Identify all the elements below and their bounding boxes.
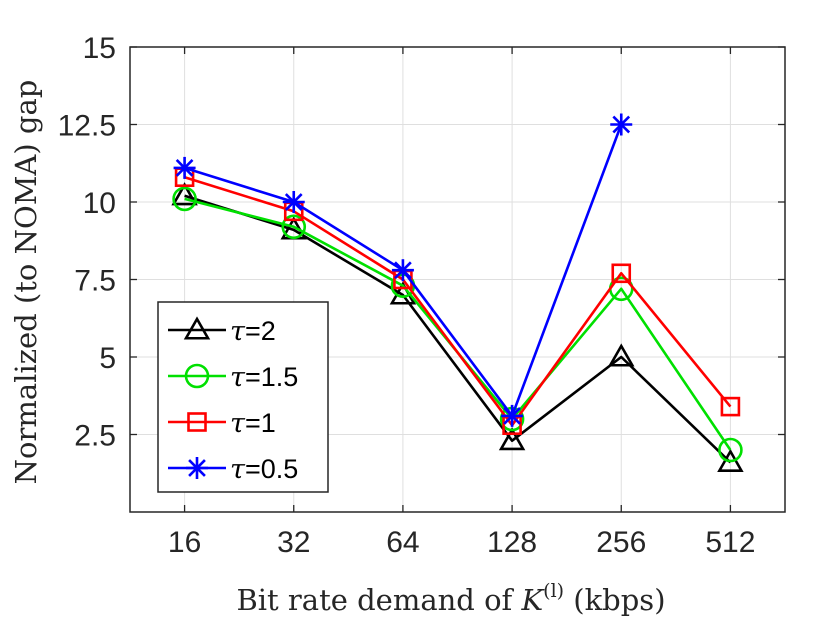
legend-label: τ=0.5 — [230, 454, 298, 485]
x-tick-label: 16 — [168, 526, 201, 559]
data-point — [172, 186, 197, 212]
data-point — [498, 427, 526, 451]
y-tick-label: 2.5 — [74, 420, 116, 453]
legend-label: τ=1 — [230, 408, 276, 439]
y-axis-ticks: 2.5 5 7.5 10 12.5 15 — [58, 32, 785, 453]
y-tick-label: 7.5 — [74, 265, 116, 298]
data-point — [391, 259, 414, 282]
x-axis-ticks: 16 32 64 128 256 512 — [168, 47, 755, 559]
series-line — [184, 194, 732, 464]
y-tick-label: 15 — [83, 32, 116, 65]
series-asterisk — [173, 113, 633, 427]
legend-label: τ=1.5 — [230, 362, 298, 393]
legend-marker — [187, 412, 207, 432]
data-point — [610, 113, 633, 136]
legend-marker — [183, 316, 211, 340]
asterisk-stroke — [612, 115, 631, 134]
data-point — [718, 437, 743, 463]
legend-label: τ=2 — [230, 316, 276, 347]
data-point — [173, 156, 196, 179]
x-tick-label: 64 — [386, 526, 419, 559]
x-tick-label: 128 — [487, 526, 537, 559]
data-point — [717, 448, 744, 472]
data-point — [171, 182, 198, 206]
asterisk-stroke — [175, 159, 194, 177]
asterisk-stroke — [503, 407, 521, 425]
x-tick-label: 256 — [596, 526, 646, 559]
y-tick-label: 10 — [83, 187, 116, 220]
legend-marker — [186, 457, 208, 479]
data-point — [282, 191, 305, 213]
data-point — [501, 404, 524, 427]
data-point — [608, 343, 635, 367]
legend: τ=2 τ=1.5 τ=1 τ=0.5 — [157, 301, 329, 493]
asterisk-stroke — [188, 459, 206, 477]
legend-marker — [184, 363, 210, 389]
series-line — [184, 175, 732, 427]
series-group — [171, 113, 744, 472]
asterisk-stroke — [394, 261, 412, 280]
y-axis-label: Normalized (to NOMA) gap — [9, 80, 43, 485]
x-axis-label: Bit rate demand of K(l) (kbps) — [236, 580, 665, 617]
x-tick-label: 512 — [705, 526, 755, 559]
data-point — [720, 396, 741, 417]
data-point — [281, 214, 307, 240]
data-point — [611, 263, 632, 284]
y-tick-label: 5 — [99, 342, 116, 375]
y-tick-label: 12.5 — [58, 110, 116, 143]
x-tick-label: 32 — [277, 526, 310, 559]
legend-box — [157, 301, 329, 493]
asterisk-stroke — [284, 193, 303, 211]
